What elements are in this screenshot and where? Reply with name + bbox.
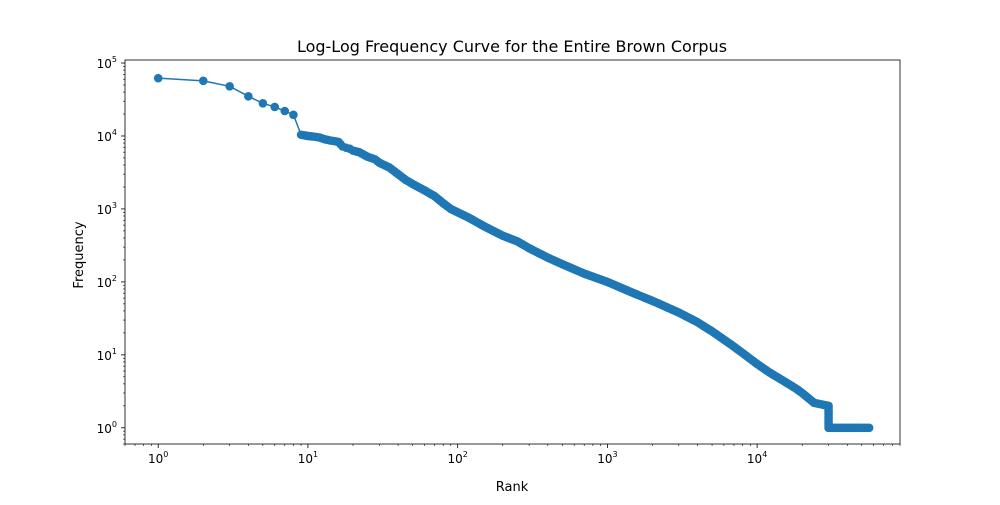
x-tick-label: 100 xyxy=(148,450,168,466)
y-axis-label: Frequency xyxy=(72,221,87,288)
x-axis-label: Rank xyxy=(496,480,529,495)
y-tick-label: 104 xyxy=(97,128,117,144)
data-point xyxy=(198,76,208,86)
y-tick-label: 101 xyxy=(97,347,117,363)
data-point xyxy=(864,423,874,433)
x-tick-label: 102 xyxy=(447,450,467,466)
plot-frame xyxy=(124,59,901,445)
axes: 100 101 102 103 104 100 101 102 103 104 105 xyxy=(97,55,901,466)
series-line xyxy=(158,77,870,429)
y-tick-label: 105 xyxy=(97,55,117,71)
data-point xyxy=(289,110,298,120)
data-point xyxy=(270,102,280,112)
y-tick-label: 100 xyxy=(97,420,117,436)
data-point xyxy=(258,99,268,108)
data-point xyxy=(225,81,234,91)
data-point xyxy=(244,91,253,101)
data-point xyxy=(153,73,163,83)
x-tick-label: 101 xyxy=(298,450,318,466)
plot-area xyxy=(153,73,874,433)
y-tick-label: 103 xyxy=(97,201,117,217)
y-tick-label: 102 xyxy=(97,274,117,290)
data-point xyxy=(280,106,290,116)
chart-title: Log-Log Frequency Curve for the Entire B… xyxy=(297,37,727,56)
x-tick-label: 103 xyxy=(597,450,617,466)
x-tick-label: 104 xyxy=(747,450,767,466)
